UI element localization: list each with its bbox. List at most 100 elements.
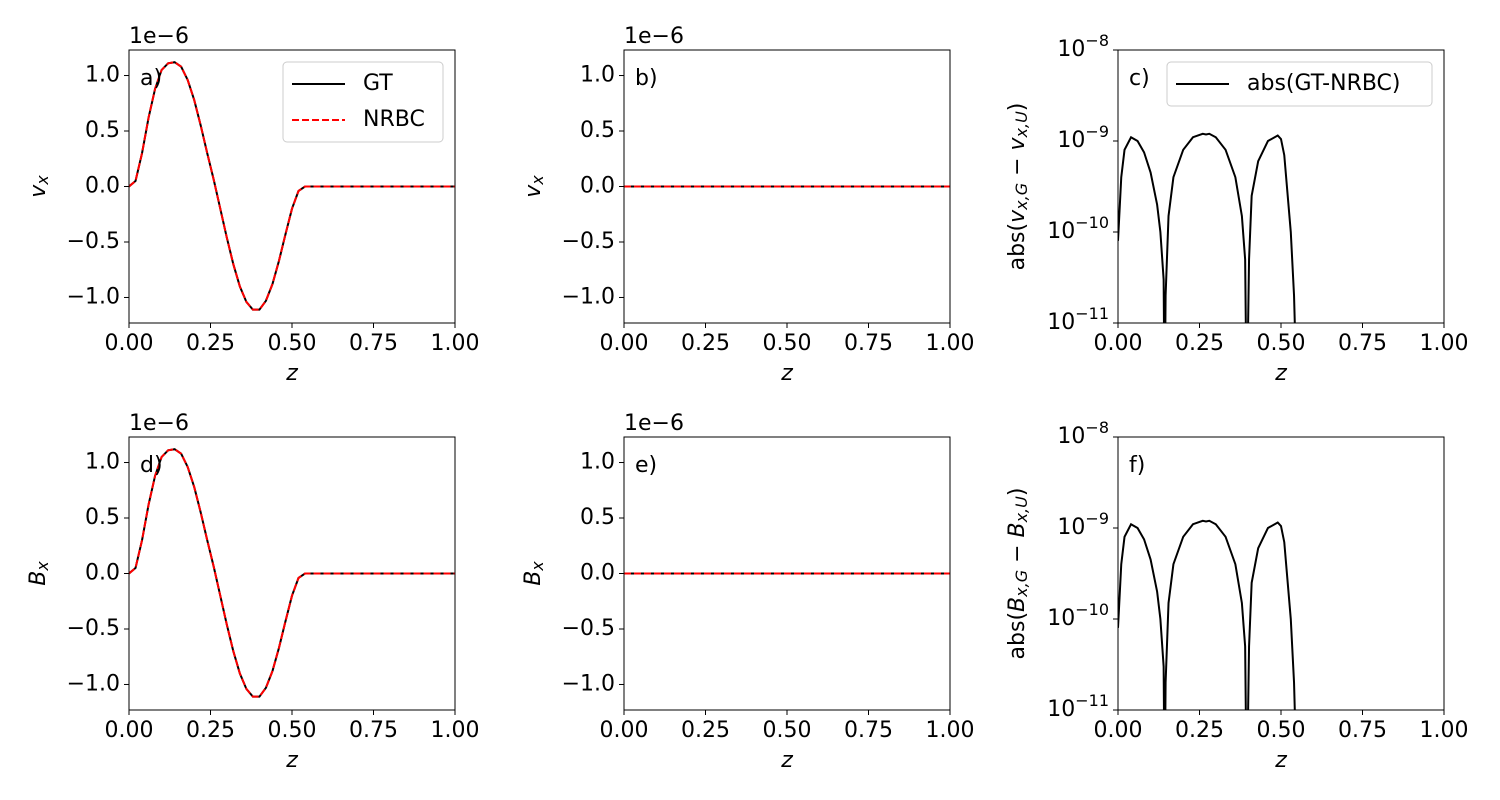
axes-frame (128, 436, 456, 711)
x-tick-label: 0.00 (1094, 331, 1143, 356)
panel: 0.00 0.25 0.50 0.75 1.00 −1.0 −0.5 0.0 0.5 1.0 d) 1… (26, 411, 479, 773)
x-tick-label: 0.75 (1338, 331, 1387, 356)
tick-power: −9 (1085, 122, 1109, 141)
x-axis-label: z (285, 361, 298, 386)
y-label-part: v (1005, 136, 1030, 150)
y-label-part: abs( (1005, 223, 1030, 271)
tick-power: −11 (1075, 691, 1109, 710)
y-tick-label: 10−8 (1057, 31, 1109, 63)
x-tick-label: 0.25 (681, 331, 730, 356)
tick-power: −8 (1085, 31, 1109, 50)
y-tick-label: 0.0 (85, 174, 120, 199)
y-label-part: v (521, 184, 546, 198)
legend-box (282, 61, 444, 143)
x-tick-label: 0.25 (186, 331, 235, 356)
x-tick-label: 0.25 (1175, 718, 1224, 743)
series-line (1118, 132, 1296, 323)
legend-label: GT (363, 71, 393, 96)
axes-frame (623, 49, 951, 324)
x-tick-label: 0.75 (349, 331, 398, 356)
y-label-part: B (521, 571, 546, 586)
y-label-part: B (1005, 522, 1030, 537)
x-tick-label: 0.00 (600, 331, 649, 356)
y-tick-label: 1.0 (85, 63, 120, 88)
y-label-part: B (1005, 597, 1030, 612)
x-tick-label: 0.25 (681, 718, 730, 743)
y-tick-label: −0.5 (562, 229, 615, 254)
y-tick-label: 1.0 (580, 450, 615, 475)
y-label-part: x,U (1012, 111, 1031, 139)
tick-base: 10 (1057, 37, 1085, 62)
y-tick-label: 0.5 (580, 118, 615, 143)
axes-frame (623, 436, 951, 711)
panel: 0.00 0.25 0.50 0.75 1.00 −1.0 −0.5 0.0 0.5 1.0 a) 1… (26, 24, 479, 386)
tick-power: −10 (1075, 213, 1109, 232)
panel-label: b) (635, 66, 658, 91)
x-tick-label: 0.75 (349, 718, 398, 743)
y-tick-label: −0.5 (67, 616, 120, 641)
y-tick-label: −1.0 (562, 284, 615, 309)
x-tick-label: 0.00 (105, 331, 154, 356)
panel: 0.00 0.25 0.50 0.75 1.00 −1.0 −0.5 0.0 0.5 1.0 b) 1… (521, 24, 974, 386)
x-axis-label: z (780, 748, 793, 773)
x-tick-label: 1.00 (431, 331, 480, 356)
x-tick-label: 1.00 (926, 331, 975, 356)
tick-base: 10 (1057, 128, 1085, 153)
x-axis-label: z (285, 748, 298, 773)
y-tick-label: 10−11 (1047, 304, 1109, 336)
y-label-part: x,U (1012, 496, 1031, 524)
y-tick-label: 1.0 (85, 450, 120, 475)
y-tick-label: −0.5 (67, 229, 120, 254)
y-tick-label: −0.5 (562, 616, 615, 641)
axes-frame (1117, 436, 1445, 711)
y-label-part: v (26, 184, 51, 198)
y-axis-label: vx (521, 175, 547, 198)
tick-base: 10 (1057, 424, 1085, 449)
y-label-part: x (33, 561, 52, 572)
y-tick-label: −1.0 (67, 284, 120, 309)
y-label-part: abs( (1005, 612, 1030, 660)
y-tick-label: 10−11 (1047, 691, 1109, 723)
x-axis-label: z (1274, 748, 1287, 773)
x-tick-label: 0.25 (186, 718, 235, 743)
y-tick-label: 0.5 (85, 118, 120, 143)
y-tick-label: 10−8 (1057, 418, 1109, 450)
x-tick-label: 0.25 (1175, 331, 1224, 356)
y-tick-label: 10−10 (1047, 600, 1109, 632)
x-tick-label: 0.50 (268, 718, 317, 743)
y-label-part: x (528, 175, 547, 186)
tick-power: −11 (1075, 304, 1109, 323)
x-axis-label: z (1274, 361, 1287, 386)
y-label-part: x (528, 561, 547, 572)
x-tick-label: 0.50 (1257, 718, 1306, 743)
x-tick-label: 0.50 (763, 718, 812, 743)
y-tick-label: 0.0 (580, 174, 615, 199)
x-tick-label: 1.00 (1420, 718, 1469, 743)
legend-box (1166, 61, 1433, 107)
y-axis-label: Bx (26, 561, 52, 586)
tick-base: 10 (1047, 310, 1075, 335)
offset-text: 1e−6 (129, 411, 189, 436)
y-label-part: − (1005, 537, 1030, 569)
axes-frame (1117, 49, 1445, 324)
panel: 0.00 0.25 0.50 0.75 1.0010−1110−1010−910−8f)… (1005, 418, 1469, 774)
x-tick-label: 0.50 (268, 331, 317, 356)
offset-text: 1e−6 (624, 24, 684, 49)
y-tick-label: 10−9 (1057, 122, 1109, 154)
panel-label: e) (635, 453, 657, 478)
y-tick-label: −1.0 (67, 671, 120, 696)
x-tick-label: 0.50 (763, 331, 812, 356)
y-label-part: − (1005, 150, 1030, 182)
panel-label: a) (140, 66, 162, 91)
y-axis-label: abs(vx,G − vx,U) (1005, 103, 1031, 271)
y-axis-label: Bx (521, 561, 547, 586)
x-tick-label: 0.00 (600, 718, 649, 743)
series-line (129, 61, 455, 311)
tick-base: 10 (1047, 697, 1075, 722)
panel-label: f) (1129, 453, 1145, 478)
legend-label: NRBC (363, 107, 425, 132)
y-tick-label: 1.0 (580, 63, 615, 88)
y-label-part: ) (1005, 488, 1030, 497)
y-tick-label: 0.5 (85, 505, 120, 530)
